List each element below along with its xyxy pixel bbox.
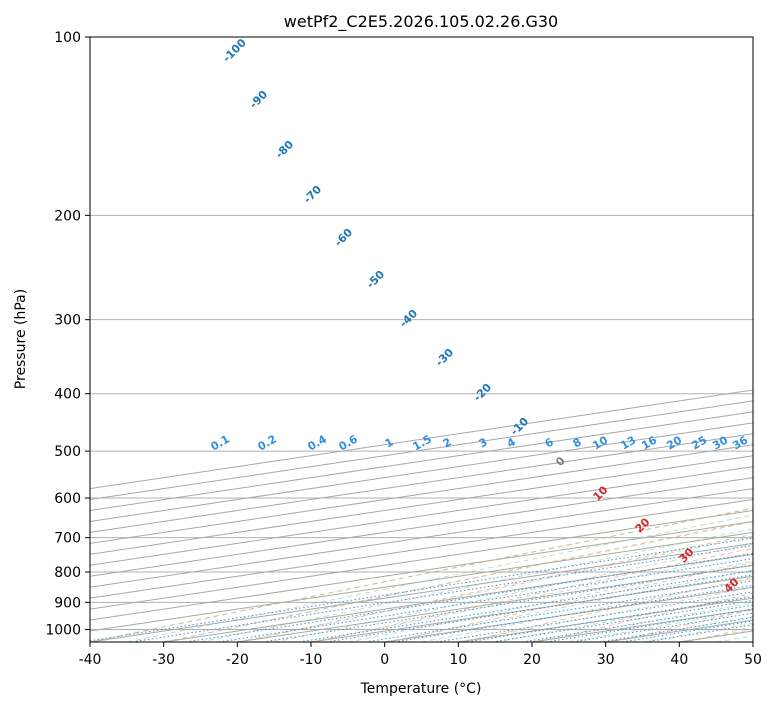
x-tick-label: 0 (380, 652, 389, 668)
x-tick-label: 20 (523, 652, 541, 668)
x-tick-label: 10 (449, 652, 467, 668)
x-tick-label: 30 (597, 652, 615, 668)
x-tick-label: -10 (300, 652, 323, 668)
x-tick-label: 50 (744, 652, 762, 668)
y-tick-label: 800 (54, 565, 81, 581)
chart-title: wetPf2_C2E5.2026.105.02.26.G30 (284, 12, 558, 32)
y-tick-label: 700 (54, 531, 81, 547)
y-tick-label: 400 (54, 387, 81, 403)
y-tick-label: 200 (54, 208, 81, 224)
y-tick-label: 600 (54, 491, 81, 507)
y-tick-label: 300 (54, 313, 81, 329)
y-tick-label: 500 (54, 444, 81, 460)
plot-area-background (90, 37, 753, 642)
x-tick-label: -40 (79, 652, 102, 668)
y-tick-label: 900 (54, 595, 81, 611)
y-tick-label: 100 (54, 30, 81, 46)
x-tick-label: -20 (226, 652, 249, 668)
y-axis-label: Pressure (hPa) (13, 289, 29, 389)
x-axis-label: Temperature (°C) (360, 681, 482, 697)
y-tick-label: 1000 (45, 622, 81, 638)
x-tick-label: 40 (670, 652, 688, 668)
x-tick-label: -30 (152, 652, 175, 668)
